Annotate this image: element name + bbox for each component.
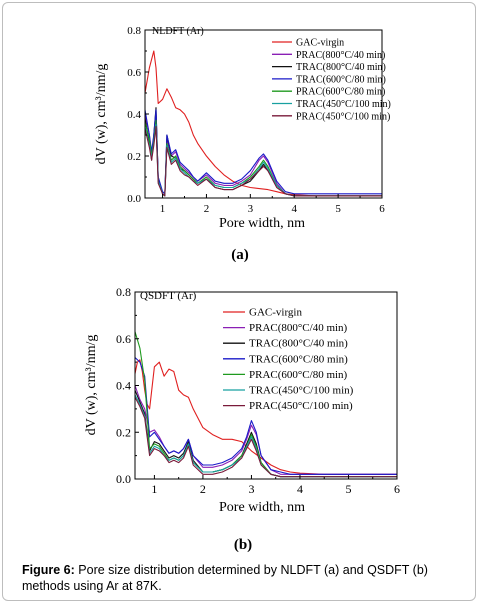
panel-label: (a) <box>231 247 249 263</box>
panel-label: (b) <box>234 537 252 553</box>
x-tick-label: 1 <box>151 482 157 496</box>
legend-label: PRAC(450°C/100 min) <box>249 400 353 412</box>
caption-label: Figure 6: <box>22 563 75 577</box>
x-tick-label: 4 <box>291 203 297 215</box>
x-tick-label: 5 <box>335 203 341 215</box>
y-tick-label: 0.4 <box>116 379 131 393</box>
legend-label: PRAC(450°C/100 min) <box>296 111 390 122</box>
legend-label: TRAC(600°C/80 min) <box>296 74 386 85</box>
x-tick-label: 6 <box>379 203 385 215</box>
y-tick-label: 0.6 <box>116 332 131 346</box>
x-tick-label: 2 <box>204 203 210 215</box>
series-line-7 <box>135 396 397 478</box>
legend-label: GAC-virgin <box>249 307 302 319</box>
y-tick-label: 0.0 <box>127 193 141 205</box>
y-tick-label: 0.8 <box>127 25 141 37</box>
x-tick-label: 5 <box>345 482 351 496</box>
x-tick-label: 3 <box>248 203 254 215</box>
legend-label: TRAC(450°C/100 min) <box>249 385 354 397</box>
x-tick-label: 1 <box>160 203 166 215</box>
x-tick-label: 2 <box>200 482 206 496</box>
y-tick-label: 0.8 <box>116 285 131 299</box>
series-line-4 <box>135 357 397 475</box>
y-tick-label: 0.0 <box>116 472 131 486</box>
y-tick-label: 0.6 <box>127 67 141 79</box>
x-tick-label: 6 <box>394 482 400 496</box>
chart-qsdft: 1 2 3 4 5 6 0.0 0.2 0.4 0.6 0.8 Pore width, nm dV (w… <box>84 285 400 553</box>
legend-label: PRAC(600°C/80 min) <box>249 369 348 381</box>
legend-label: PRAC(600°C/80 min) <box>296 87 385 98</box>
x-tick-label: 3 <box>248 482 254 496</box>
legend-label: GAC-virgin <box>296 38 344 49</box>
legend-label: TRAC(800°C/40 min) <box>296 62 386 73</box>
legend-label: TRAC(450°C/100 min) <box>296 99 391 110</box>
legend: GAC-virgin PRAC(800°C/40 min) TRAC(800°C/4… <box>223 307 354 412</box>
series-line-7 <box>145 126 382 197</box>
method-label: QSDFT (Ar) <box>140 290 197 302</box>
x-axis-label: Pore width, nm <box>219 500 305 515</box>
series-line-5 <box>145 119 382 197</box>
plot-area <box>135 331 397 478</box>
legend-label: PRAC(800°C/40 min) <box>249 322 348 334</box>
y-axis-label: dV (w), cm³/nm/g <box>84 335 99 436</box>
figure-caption: Figure 6: Pore size distribution determi… <box>22 562 462 594</box>
y-tick-label: 0.2 <box>116 425 131 439</box>
legend-label: TRAC(800°C/40 min) <box>249 338 348 350</box>
plot-area <box>145 50 382 197</box>
method-label: NLDFT (Ar) <box>152 26 204 37</box>
x-tick-label: 4 <box>297 482 303 496</box>
caption-text: Pore size distribution determined by NLD… <box>22 563 428 593</box>
series-line-4 <box>145 109 382 195</box>
y-axis-label: dV (w), cm³/nm/g <box>94 64 109 165</box>
x-axis-label: Pore width, nm <box>219 216 305 231</box>
legend-label: PRAC(800°C/40 min) <box>296 50 385 61</box>
series-line-2 <box>145 113 382 197</box>
legend-label: TRAC(600°C/80 min) <box>249 353 348 365</box>
chart-nldft: 1 2 3 4 5 6 0.0 0.2 0.4 0.6 0.8 Pore width, nm dV (w… <box>94 25 391 263</box>
y-tick-label: 0.2 <box>127 151 141 163</box>
y-tick-label: 0.4 <box>127 109 141 121</box>
figure-frame <box>2 2 476 601</box>
